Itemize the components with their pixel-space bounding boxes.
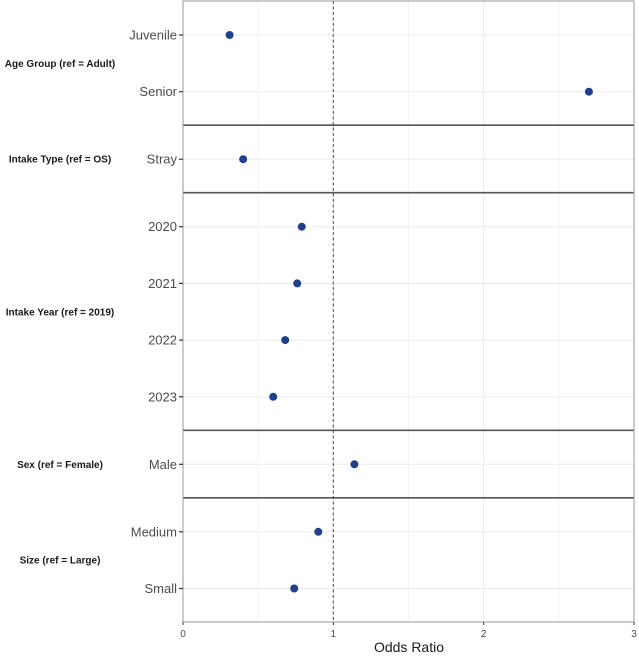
- data-point: [293, 279, 302, 288]
- data-points: [225, 31, 593, 593]
- data-point: [584, 87, 593, 96]
- y-tick-label: Medium: [131, 524, 177, 539]
- group-label: Intake Type (ref = OS): [9, 155, 111, 166]
- y-tick-label: Juvenile: [129, 28, 177, 43]
- data-point: [281, 336, 290, 345]
- y-tick-label: Stray: [147, 152, 178, 167]
- data-point: [239, 155, 248, 164]
- group-separators: [183, 124, 634, 499]
- x-axis-title: Odds Ratio: [374, 639, 444, 655]
- y-tick-label: 2022: [148, 333, 177, 348]
- y-tick-label: 2020: [148, 219, 177, 234]
- group-label: Size (ref = Large): [20, 556, 101, 567]
- x-tick-label: 3: [631, 629, 637, 640]
- x-tick-label: 0: [180, 629, 186, 640]
- y-tick-label: Senior: [139, 84, 177, 99]
- data-point: [314, 527, 323, 536]
- group-label: Intake Year (ref = 2019): [6, 307, 115, 318]
- grid-lines: [182, 1, 635, 622]
- data-point: [225, 31, 234, 39]
- x-tick-label: 1: [331, 629, 337, 640]
- data-point: [350, 460, 359, 469]
- group-label: Sex (ref = Female): [17, 460, 103, 471]
- group-label: Age Group (ref = Adult): [5, 59, 115, 70]
- y-axis-ticks: Juvenile Senior Stray 2020 2021 2022 2023 Male M…: [129, 28, 183, 596]
- data-point: [297, 222, 306, 231]
- panel-border: [182, 0, 635, 623]
- x-tick-label: 2: [481, 629, 487, 640]
- group-labels: Age Group (ref = Adult) Intake Type (ref …: [5, 59, 115, 567]
- y-tick-label: 2021: [148, 276, 177, 291]
- y-tick-label: Small: [144, 581, 177, 596]
- data-point: [269, 392, 278, 401]
- y-tick-label: 2023: [148, 389, 177, 404]
- y-tick-label: Male: [149, 457, 177, 472]
- x-axis-ticks: 0 1 2 3: [180, 622, 637, 640]
- plot-panel-border: [182, 0, 635, 623]
- data-point: [290, 584, 299, 593]
